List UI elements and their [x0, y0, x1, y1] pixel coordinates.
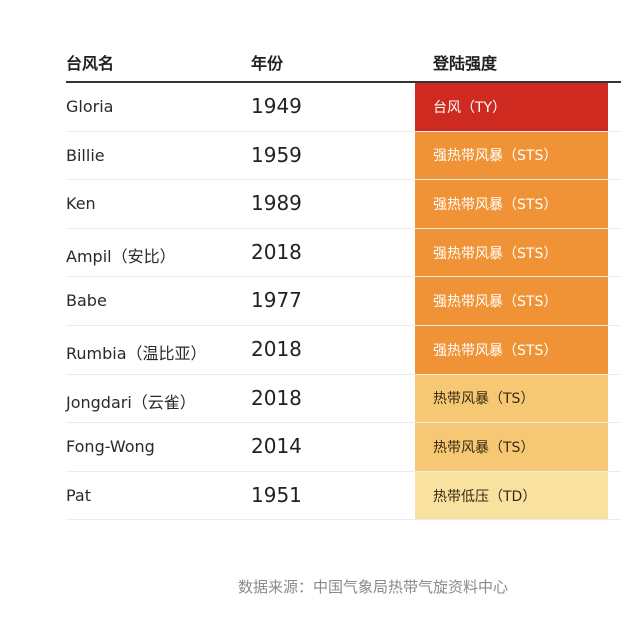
typhoon-year: 2018 [251, 336, 302, 361]
header-landing-intensity: 登陆强度 [433, 54, 498, 73]
table-row: Babe 1977 强热带风暴（STS） [66, 277, 621, 326]
typhoon-year: 1949 [251, 94, 302, 118]
data-source-note: 数据来源：中国气象局热带气旋资料中心 [238, 578, 509, 596]
table-row: Ampil（安比） 2018 强热带风暴（STS） [66, 228, 621, 278]
header-year: 年份 [251, 54, 284, 73]
landing-intensity: 强热带风暴（STS） [415, 131, 608, 180]
typhoon-name: Fong-Wong [66, 437, 155, 457]
typhoon-year: 2014 [251, 434, 302, 459]
typhoon-name: Ampil（安比） [66, 246, 176, 266]
landing-intensity: 热带低压（TD） [415, 471, 608, 520]
typhoon-name: Pat [66, 485, 92, 505]
landing-intensity: 强热带风暴（STS） [415, 277, 608, 325]
typhoon-year: 1977 [251, 288, 302, 313]
table-row: Gloria 1949 台风（TY） [66, 83, 621, 132]
table-row: Ken 1989 强热带风暴（STS） [66, 180, 621, 229]
typhoon-year: 1959 [251, 142, 302, 167]
typhoon-name: Babe [66, 291, 107, 311]
landing-intensity: 台风（TY） [415, 83, 608, 131]
table-row: Rumbia（温比亚） 2018 强热带风暴（STS） [66, 325, 621, 375]
landing-intensity: 强热带风暴（STS） [415, 228, 608, 277]
table-header: 台风名 年份 登陆强度 [66, 40, 621, 83]
typhoon-year: 2018 [251, 385, 302, 410]
landing-intensity: 强热带风暴（STS） [415, 325, 608, 374]
typhoon-name: Gloria [66, 97, 114, 116]
landing-intensity: 热带风暴（TS） [415, 374, 608, 423]
typhoon-name: Rumbia（温比亚） [66, 343, 207, 363]
typhoon-year: 1989 [251, 191, 302, 216]
landing-intensity: 热带风暴（TS） [415, 423, 608, 471]
header-typhoon-name: 台风名 [66, 54, 115, 73]
table-row: Fong-Wong 2014 热带风暴（TS） [66, 423, 621, 472]
typhoon-year: 2018 [251, 239, 302, 264]
typhoon-name: Billie [66, 145, 105, 165]
table-row: Billie 1959 强热带风暴（STS） [66, 131, 621, 181]
typhoon-landing-table: 台风名 年份 登陆强度 Gloria 1949 台风（TY） Billie 19… [66, 40, 621, 521]
typhoon-year: 1951 [251, 482, 302, 507]
table-row: Jongdari（云雀） 2018 热带风暴（TS） [66, 374, 621, 424]
typhoon-name: Ken [66, 194, 96, 214]
table-row: Pat 1951 热带低压（TD） [66, 471, 621, 521]
typhoon-name: Jongdari（云雀） [66, 392, 196, 412]
landing-intensity: 强热带风暴（STS） [415, 180, 608, 228]
